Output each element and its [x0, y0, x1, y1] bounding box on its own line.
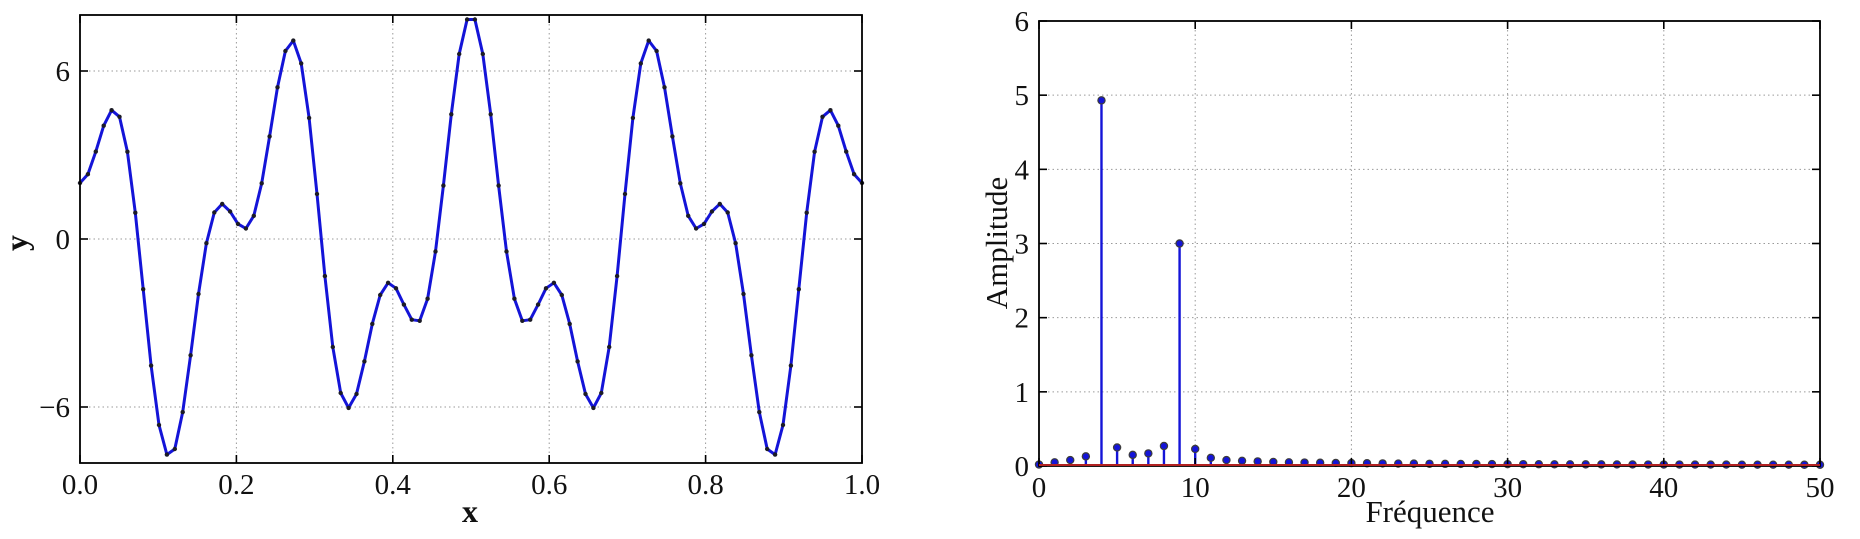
signal-ytick-label: −6	[39, 392, 70, 424]
spectrum-ytick-label: 5	[1015, 80, 1030, 112]
signal-sample-markers	[77, 17, 865, 457]
spectrum-xtick-label: 30	[1493, 472, 1522, 504]
signal-line	[78, 18, 864, 457]
spectrum-ylabel: Amplitude	[979, 177, 1014, 310]
signal-grid	[80, 15, 862, 463]
signal-xtick-label: 0.0	[62, 469, 98, 501]
spectrum-ytick-label: 6	[1015, 6, 1030, 38]
signal-frame: 0.0 0.2 0.4 0.6 0.8 1.0 −6 0 6	[39, 14, 880, 501]
signal-xtick-label: 0.6	[531, 469, 567, 501]
spectrum-xtick-label: 0	[1032, 472, 1047, 504]
signal-ytick-label: 6	[56, 56, 71, 88]
spectrum-chart: 0 10 20 30 40 50 0 1 2 3 4 5 6	[1015, 6, 1835, 504]
signal-chart: 0.0 0.2 0.4 0.6 0.8 1.0 −6 0 6	[39, 14, 880, 501]
signal-xtick-label: 0.8	[687, 469, 723, 501]
stem-markers	[1034, 96, 1825, 469]
signal-xlabel: x	[462, 493, 478, 529]
spectrum-xlabel: Fréquence	[1365, 494, 1494, 529]
signal-ytick-label: 0	[56, 224, 71, 256]
spectrum-ytick-label: 1	[1015, 377, 1030, 409]
spectrum-ytick-label: 4	[1015, 154, 1030, 186]
spectrum-xtick-label: 20	[1337, 472, 1366, 504]
spectrum-ticks: 0 10 20 30 40 50 0 1 2 3 4 5 6	[1015, 6, 1835, 504]
signal-ylabel: y	[0, 235, 34, 251]
spectrum-ytick-label: 3	[1015, 229, 1030, 261]
spectrum-frame: 0 10 20 30 40 50 0 1 2 3 4 5 6	[1015, 6, 1835, 504]
spectrum-grid	[1039, 21, 1820, 466]
signal-xtick-label: 0.4	[375, 469, 412, 501]
signal-ticks: 0.0 0.2 0.4 0.6 0.8 1.0 −6 0 6	[39, 15, 880, 501]
spectrum-ytick-label: 2	[1015, 303, 1030, 335]
spectrum-xtick-label: 40	[1649, 472, 1678, 504]
signal-xtick-label: 1.0	[844, 469, 880, 501]
spectrum-xtick-label: 50	[1806, 472, 1835, 504]
spectrum-ytick-label: 0	[1015, 451, 1030, 483]
signal-xtick-label: 0.2	[218, 469, 254, 501]
spectrum-xtick-label: 10	[1181, 472, 1210, 504]
stem-lines	[1037, 100, 1822, 466]
